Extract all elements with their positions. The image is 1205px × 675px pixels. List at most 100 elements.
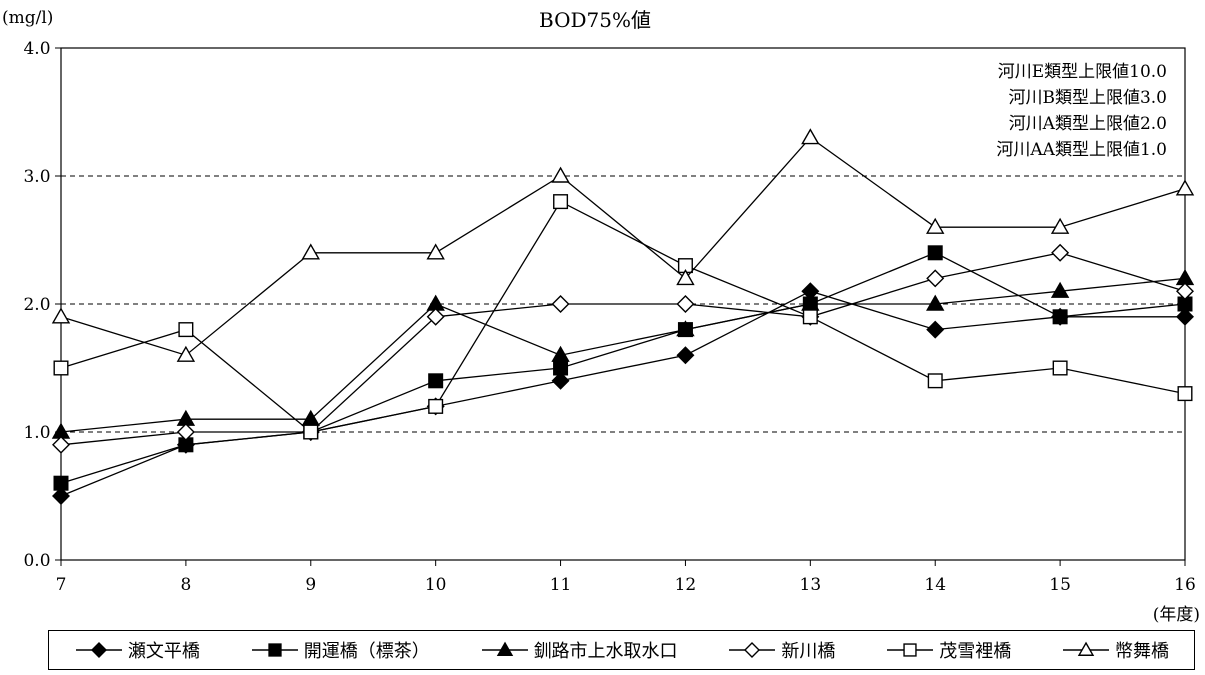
x-tick-label: 7 (56, 575, 67, 595)
series-line (60, 200, 1186, 433)
legend-marker (496, 641, 513, 656)
legend-item: 開運橋（標茶） (250, 637, 430, 663)
data-point (553, 194, 569, 210)
series-line (60, 252, 1186, 484)
series-line (60, 277, 1186, 433)
data-point (1052, 360, 1068, 376)
data-point (551, 345, 570, 362)
data-point (51, 307, 71, 324)
data-point (676, 268, 695, 286)
standard-annotation: 河川B類型上限値3.0 (1008, 88, 1167, 108)
data-point (1050, 281, 1070, 298)
legend-item: 茂雪裡橋 (885, 637, 1011, 663)
series-6 (51, 128, 1195, 362)
legend-label: 新川橋 (781, 641, 836, 662)
bod-line-chart: BOD75%値 (mg/l) (年度) 0.0 1.0 2.0 3.0 4.0 7 8 9 10… (2, 8, 1200, 625)
data-point (926, 294, 945, 311)
series-line (60, 252, 1186, 446)
data-point (301, 243, 320, 260)
legend-swatch (251, 643, 298, 657)
x-tick-label: 11 (550, 575, 572, 595)
data-point (176, 423, 195, 441)
data-point (53, 475, 69, 491)
y-tick-label: 2.0 (23, 295, 50, 315)
data-point (926, 269, 945, 288)
x-tick-label: 8 (180, 575, 191, 595)
standard-annotation: 河川E類型上限値10.0 (998, 62, 1167, 82)
series-3 (51, 268, 1195, 439)
legend-marker (1077, 641, 1095, 656)
data-point (926, 320, 945, 339)
x-tick-label: 9 (305, 575, 316, 595)
data-point (1051, 243, 1070, 262)
x-axis-unit-label: (年度) (1153, 605, 1200, 625)
data-point (926, 217, 945, 234)
legend-marker (903, 643, 917, 657)
plot-area: 0.0 1.0 2.0 3.0 4.0 7 8 9 10 11 12 13 14 15 16 河川E類型上限値… (23, 39, 1195, 595)
data-point (676, 320, 695, 337)
legend-label: 幣舞橋 (1115, 641, 1170, 662)
legend-swatch (481, 641, 528, 656)
legend-label: 開運橋（標茶） (303, 641, 430, 662)
data-point (1175, 179, 1195, 196)
series-line (60, 136, 1186, 356)
data-point (1176, 307, 1194, 326)
data-point (426, 243, 445, 260)
legend-item: 瀬文平橋 (74, 637, 200, 663)
y-axis-unit-label: (mg/l) (2, 8, 53, 28)
legend-marker (744, 642, 761, 658)
series-1 (52, 282, 1194, 505)
y-tick-label: 1.0 (23, 423, 50, 443)
legend-marker (90, 642, 107, 658)
series-5 (53, 194, 1193, 440)
x-tick-label: 14 (924, 575, 946, 595)
standard-annotation: 河川A類型上限値2.0 (1009, 114, 1167, 134)
x-tick-label: 13 (800, 575, 822, 595)
data-point (52, 487, 70, 505)
data-point (1177, 386, 1193, 402)
standard-annotation: 河川AA類型上限値1.0 (996, 140, 1167, 160)
data-point (428, 373, 444, 389)
data-point (53, 360, 69, 376)
data-point (303, 424, 319, 440)
data-point (551, 166, 570, 183)
series-line (60, 290, 1185, 497)
data-point (802, 309, 818, 325)
data-point (676, 346, 695, 365)
legend-item: 釧路市上水取水口 (480, 637, 678, 663)
x-tick-label: 16 (1174, 575, 1196, 595)
data-point (1050, 217, 1070, 234)
legend-item: 幣舞橋 (1061, 637, 1169, 663)
x-tick-label: 12 (675, 575, 697, 595)
data-point (801, 128, 820, 145)
legend-item: 新川橋 (727, 637, 835, 663)
legend-label: 茂雪裡橋 (939, 641, 1012, 662)
data-point (52, 435, 70, 454)
legend-swatch (729, 642, 776, 658)
y-tick-label: 4.0 (23, 39, 50, 59)
data-point (553, 360, 569, 376)
data-point (551, 371, 570, 390)
data-point (1176, 282, 1194, 301)
legend-swatch (75, 642, 122, 658)
data-point (927, 373, 943, 389)
legend-swatch (1063, 641, 1110, 656)
chart-title: BOD75%値 (539, 8, 651, 32)
data-point (551, 295, 570, 313)
data-point (178, 322, 194, 338)
y-tick-label: 0.0 (23, 551, 50, 571)
legend-marker (268, 643, 282, 657)
data-point (927, 245, 943, 261)
data-point (428, 398, 444, 414)
data-point (426, 307, 445, 326)
chart-legend: 瀬文平橋 開運橋（標茶） 釧路市上水取水口 新川橋 茂雪裡橋 幣舞橋 (48, 630, 1195, 670)
y-tick-label: 3.0 (23, 167, 50, 187)
x-tick-label: 10 (425, 575, 447, 595)
legend-label: 釧路市上水取水口 (533, 641, 678, 662)
data-point (176, 345, 196, 362)
data-point (1052, 309, 1068, 325)
data-point (676, 295, 695, 313)
x-tick-label: 15 (1049, 575, 1071, 595)
legend-label: 瀬文平橋 (127, 641, 200, 662)
legend-swatch (887, 643, 934, 657)
